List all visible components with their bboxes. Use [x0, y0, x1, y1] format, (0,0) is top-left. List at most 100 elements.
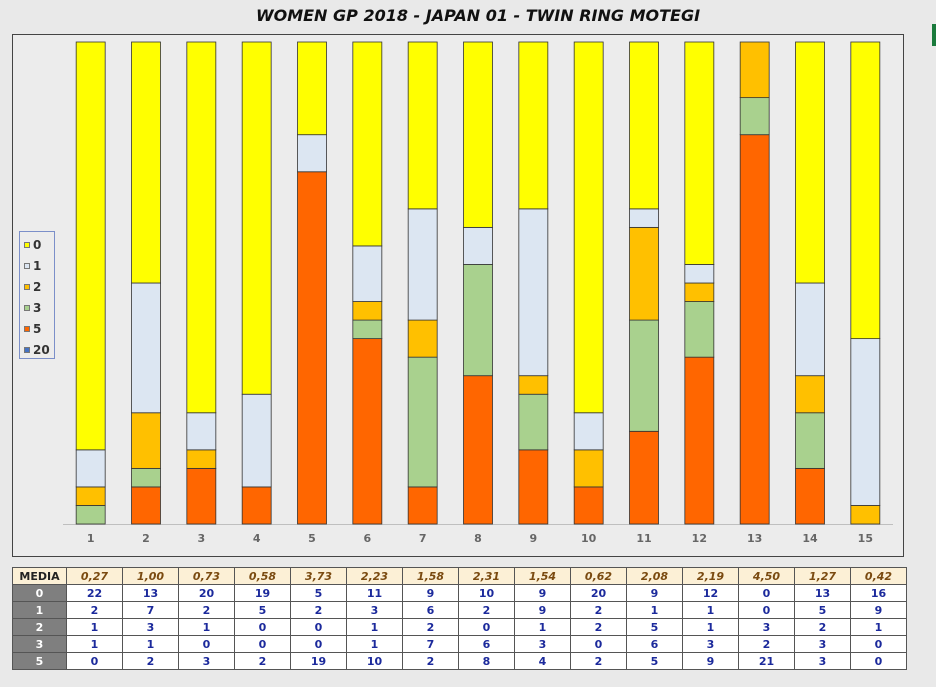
media-cell: 0,42	[850, 567, 907, 585]
bar-segment-5-series-1	[297, 134, 327, 173]
table-cell: 2	[122, 652, 179, 670]
bar-segment-14-series-2	[795, 375, 825, 414]
table-cell: 0	[290, 635, 347, 653]
table-cell: 1	[178, 618, 235, 636]
table-cell: 5	[794, 601, 851, 619]
row-header: 1	[12, 601, 67, 619]
bar-segment-7-series-3	[407, 356, 438, 488]
table-cell: 9	[626, 584, 683, 602]
table-cell: 6	[402, 601, 459, 619]
media-cell: 4,50	[738, 567, 795, 585]
bar-segment-7-series-1	[407, 208, 438, 321]
table-cell: 5	[626, 652, 683, 670]
media-cell: 0,27	[66, 567, 123, 585]
bar-segment-7-series-2	[407, 319, 438, 358]
table-cell: 21	[738, 652, 795, 670]
table-cell: 0	[234, 635, 291, 653]
table-cell: 0	[66, 652, 123, 670]
table-cell: 0	[850, 635, 907, 653]
table-cell: 2	[402, 618, 459, 636]
table-cell: 0	[290, 618, 347, 636]
table-cell: 7	[402, 635, 459, 653]
legend-swatch	[24, 262, 30, 269]
table-cell: 1	[850, 618, 907, 636]
bar-segment-2-series-2	[131, 412, 161, 469]
bar-segment-3-series-0	[186, 41, 217, 414]
bar-segment-2-series-5	[131, 486, 161, 525]
media-cell: 0,62	[570, 567, 627, 585]
bar-segment-8-series-5	[463, 375, 493, 525]
table-cell: 11	[346, 584, 403, 602]
table-cell: 6	[458, 635, 515, 653]
table-cell: 1	[122, 635, 179, 653]
table-cell: 8	[458, 652, 515, 670]
bar-segment-1-series-0	[75, 41, 106, 451]
legend-label: 5	[33, 321, 42, 336]
table-cell: 2	[570, 618, 627, 636]
table-cell: 2	[66, 601, 123, 619]
x-tick-label: 6	[364, 532, 372, 545]
row-header: 2	[12, 618, 67, 636]
table-cell: 16	[850, 584, 907, 602]
x-tick-label: 4	[253, 532, 261, 545]
bar-segment-10-series-1	[573, 412, 604, 451]
table-cell: 3	[514, 635, 571, 653]
legend-swatch	[24, 325, 30, 332]
legend-item: 20	[20, 339, 54, 360]
x-tick-label: 8	[474, 532, 482, 545]
bar-segment-11-series-3	[629, 319, 659, 432]
bar-segment-11-series-2	[629, 226, 659, 321]
stacked-bar-chart: 1 2 3 4 5 6 7 8 9 10 11 12 13 14 15	[63, 41, 893, 545]
bar-segment-3-series-2	[186, 449, 217, 469]
row-header: 3	[12, 635, 67, 653]
x-tick-label: 14	[802, 532, 818, 545]
bar-segment-12-series-1	[684, 264, 715, 284]
bar-segment-7-series-0	[407, 41, 438, 210]
bar-segment-1-series-2	[75, 486, 106, 506]
row-header: 0	[12, 584, 67, 602]
table-cell: 5	[626, 618, 683, 636]
table-cell: 2	[178, 601, 235, 619]
x-tick-label: 12	[692, 532, 707, 545]
bar-segment-9-series-2	[518, 375, 549, 395]
bar-segment-15-series-0	[850, 41, 881, 340]
table-cell: 9	[850, 601, 907, 619]
table-cell: 1	[66, 618, 123, 636]
bar-segment-8-series-3	[463, 264, 493, 377]
legend-item: 1	[20, 255, 54, 276]
x-tick-label: 11	[636, 532, 651, 545]
bar-segment-10-series-0	[573, 41, 604, 414]
table-cell: 3	[122, 618, 179, 636]
window-edge-marker	[932, 24, 936, 46]
legend-item: 5	[20, 318, 54, 339]
table-row: 5 0 2 3 2 19 10 2 8 4 2 5 9 21 3 0	[12, 652, 907, 670]
bar-segment-1-series-3	[75, 505, 106, 525]
bar-segment-14-series-0	[795, 41, 825, 284]
media-cell: 0,58	[234, 567, 291, 585]
bar-segment-13-series-3	[739, 97, 770, 136]
bar-segment-8-series-1	[463, 226, 493, 265]
table-cell: 3	[682, 635, 739, 653]
bar-segment-6-series-5	[352, 338, 383, 525]
table-cell: 9	[514, 601, 571, 619]
legend-label: 3	[33, 300, 42, 315]
chart-title: WOMEN GP 2018 - JAPAN 01 - TWIN RING MOT…	[255, 6, 701, 25]
bar-segment-3-series-5	[186, 467, 217, 525]
bar-segment-11-series-1	[629, 208, 659, 228]
legend-swatch	[24, 283, 30, 290]
table-row: 0 22 13 20 19 5 11 9 10 9 20 9 12 0 13 16	[12, 584, 907, 602]
table-cell: 3	[346, 601, 403, 619]
table-cell: 20	[178, 584, 235, 602]
bar-segment-3-series-1	[186, 412, 217, 451]
bar-segment-12-series-2	[684, 282, 715, 302]
x-tick-label: 3	[198, 532, 206, 545]
table-cell: 7	[122, 601, 179, 619]
bar-segment-9-series-1	[518, 208, 549, 377]
table-cell: 0	[570, 635, 627, 653]
x-tick-label: 13	[747, 532, 762, 545]
bar-segment-13-series-5	[739, 134, 770, 525]
legend-label: 0	[33, 237, 42, 252]
table-cell: 5	[290, 584, 347, 602]
